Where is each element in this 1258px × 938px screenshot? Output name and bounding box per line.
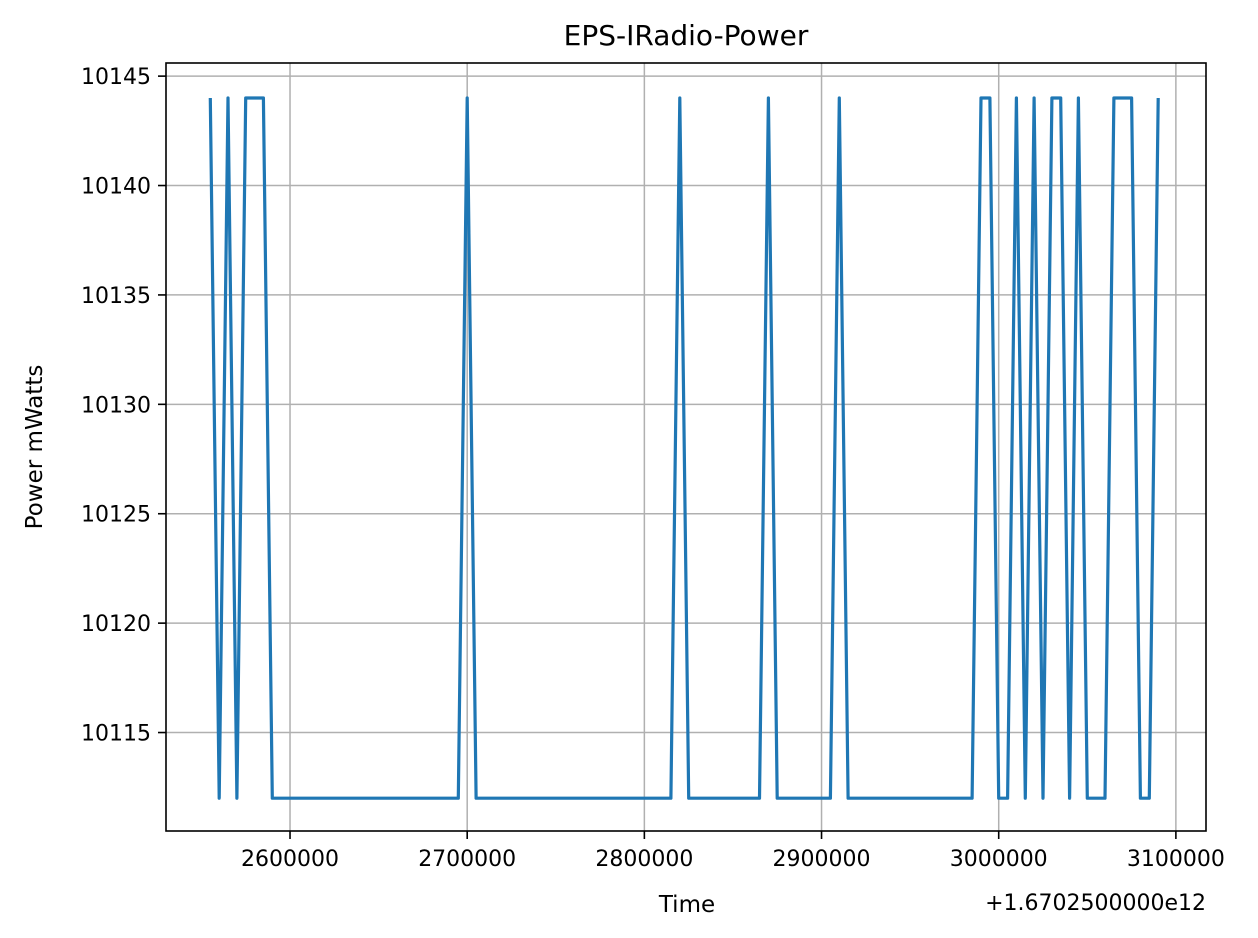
x-axis-label: Time bbox=[658, 892, 715, 918]
y-tick-label: 10125 bbox=[81, 503, 151, 528]
x-tick-label: 3000000 bbox=[950, 847, 1048, 872]
chart-title: EPS-IRadio-Power bbox=[564, 19, 809, 52]
y-tick-label: 10135 bbox=[81, 284, 151, 309]
y-tick-label: 10145 bbox=[81, 65, 151, 90]
y-tick-label: 10140 bbox=[81, 175, 151, 200]
ticks: 2600000 2700000 2800000 2900000 3000000 31000… bbox=[81, 65, 1225, 872]
grid bbox=[166, 63, 1206, 831]
plot-frame bbox=[165, 62, 1207, 832]
x-axis-offset-label: +1.6702500000e12 bbox=[985, 891, 1206, 916]
y-tick-label: 10130 bbox=[81, 393, 151, 418]
series-line bbox=[208, 96, 1160, 800]
x-tick-label: 2800000 bbox=[595, 847, 693, 872]
y-tick-label: 10120 bbox=[81, 612, 151, 637]
y-tick-label: 10115 bbox=[81, 722, 151, 747]
series-layer bbox=[208, 96, 1160, 800]
x-tick-label: 2600000 bbox=[241, 847, 339, 872]
y-axis-label: Power mWatts bbox=[22, 365, 48, 530]
x-tick-label: 2700000 bbox=[418, 847, 516, 872]
x-tick-label: 2900000 bbox=[773, 847, 871, 872]
x-tick-label: 3100000 bbox=[1127, 847, 1225, 872]
